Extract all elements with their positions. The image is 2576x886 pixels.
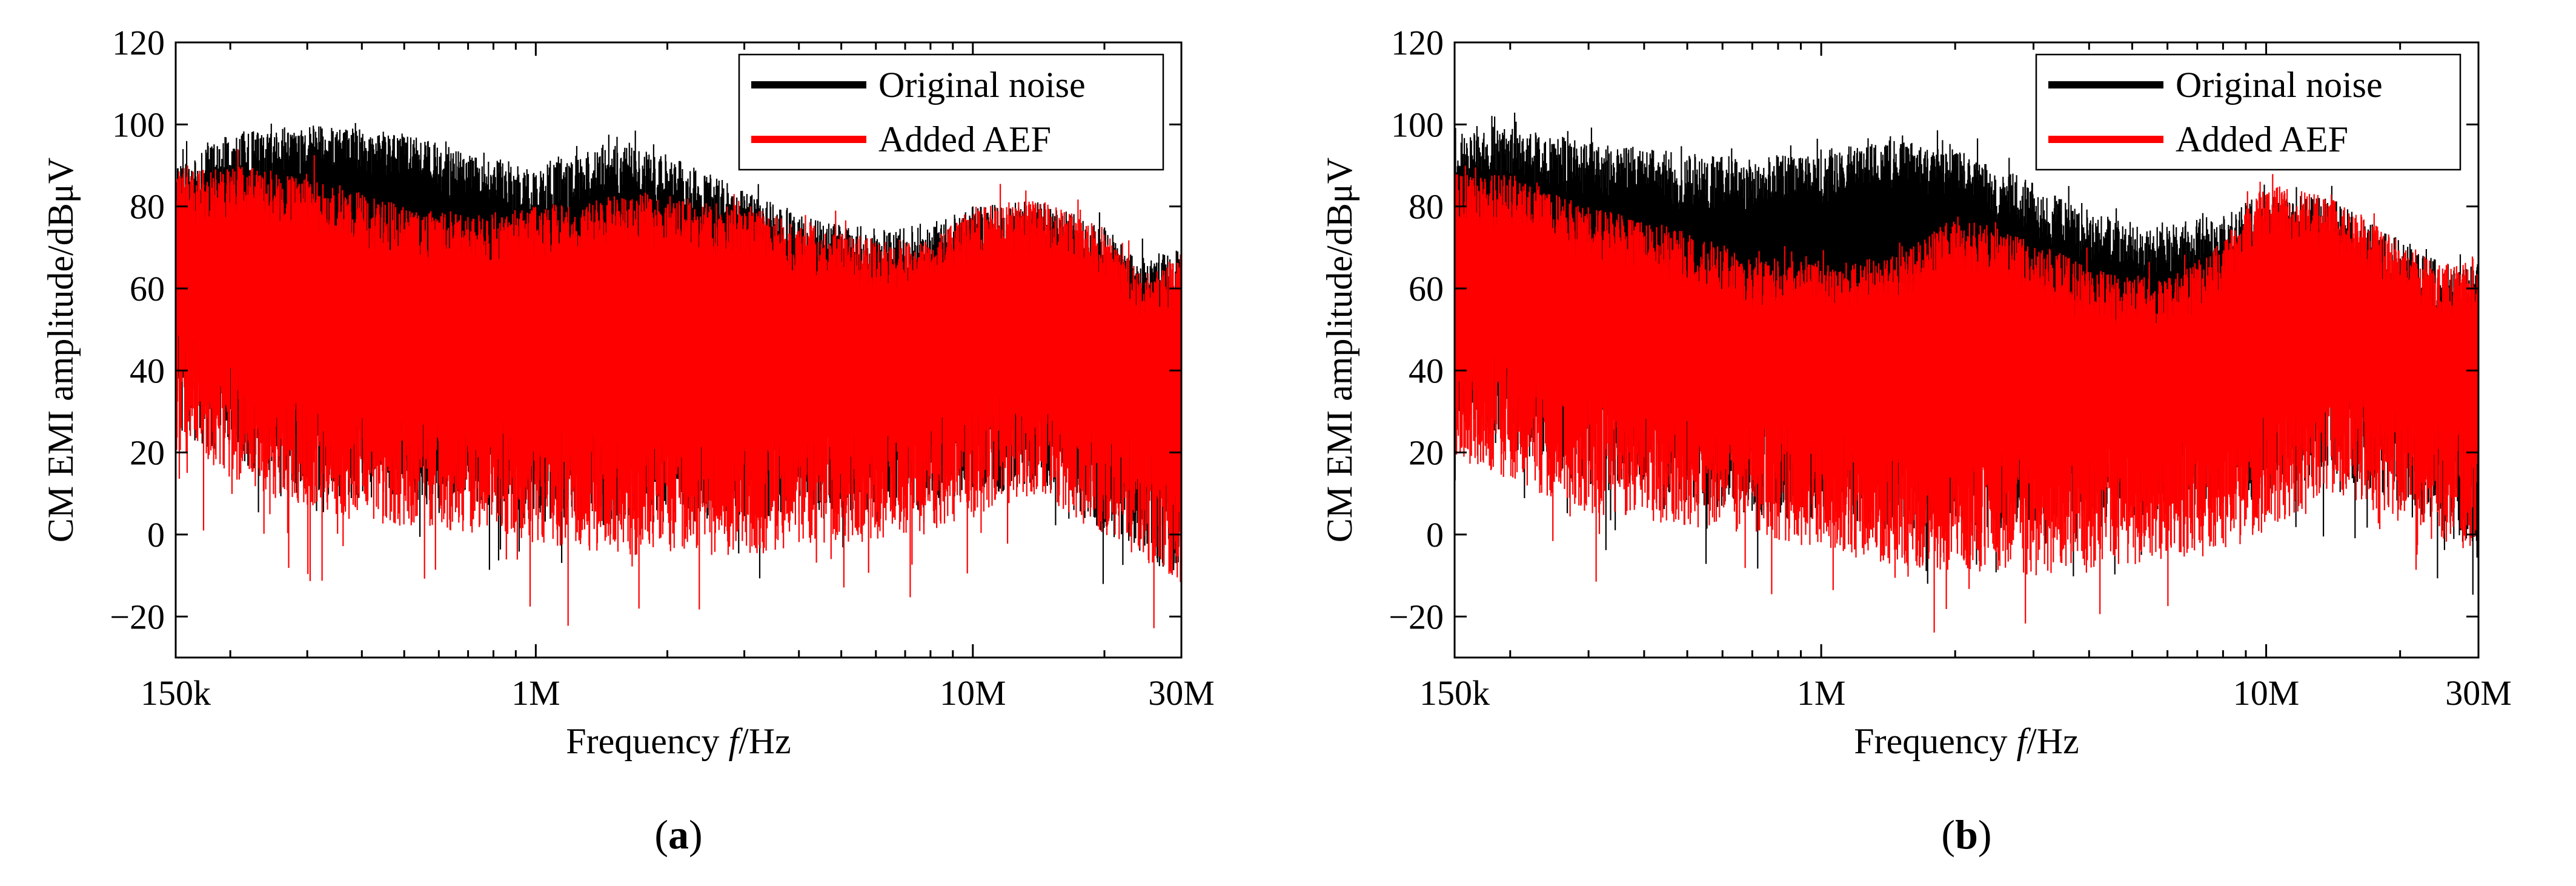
x-tick-label: 1M bbox=[511, 673, 560, 713]
series-added-aef-line bbox=[1455, 165, 2478, 633]
legend: Original noise Added AEF bbox=[738, 53, 1164, 171]
plot-area bbox=[176, 123, 1181, 628]
y-tick-label: 80 bbox=[1409, 187, 1444, 227]
legend-box bbox=[2035, 53, 2461, 171]
legend-label: Original noise bbox=[878, 65, 1086, 105]
caption-open: ( bbox=[1941, 811, 1955, 858]
y-tick-label: 60 bbox=[130, 269, 165, 308]
plot-frame bbox=[174, 41, 1183, 659]
x-tick-label: 150k bbox=[1419, 673, 1490, 713]
legend-label: Added AEF bbox=[878, 119, 1051, 159]
plot-area bbox=[1455, 112, 2478, 633]
y-axis-title: CM EMI amplitude/dBμV bbox=[41, 158, 81, 542]
panel-caption: (a) bbox=[654, 811, 702, 858]
y-axis-title: CM EMI amplitude/dBμV bbox=[1320, 158, 1359, 542]
y-tick-label: 20 bbox=[1409, 433, 1444, 473]
caption-close: ) bbox=[1978, 811, 1992, 858]
legend: Original noise Added AEF bbox=[2035, 53, 2461, 171]
y-tick-label: −20 bbox=[1389, 597, 1444, 636]
chart-panel-b: −20 0 20 40 60 80 100 120 150k 1M 10M 30M Frequency … bbox=[1288, 0, 2576, 886]
x-axis-title-prefix: Frequency bbox=[566, 721, 728, 761]
y-tick-label: −20 bbox=[110, 597, 165, 636]
x-tick-label: 1M bbox=[1797, 673, 1846, 713]
y-tick-label: 120 bbox=[1391, 23, 1444, 62]
x-axis-title: Frequency f/Hz bbox=[566, 721, 791, 761]
x-axis-title-prefix: Frequency bbox=[1854, 721, 2016, 761]
x-tick-label: 150k bbox=[141, 673, 211, 713]
y-tick-label: 0 bbox=[147, 515, 165, 555]
plot-frame bbox=[1453, 41, 2480, 659]
y-tick-label: 40 bbox=[130, 351, 165, 390]
y-tick-label: 0 bbox=[1426, 515, 1444, 555]
x-axis-title-suffix: /Hz bbox=[2027, 721, 2079, 761]
y-tick-label: 40 bbox=[1409, 351, 1444, 390]
legend-label: Added AEF bbox=[2176, 119, 2348, 159]
legend-label: Original noise bbox=[2176, 65, 2383, 105]
legend-box bbox=[738, 53, 1164, 171]
caption-close: ) bbox=[689, 811, 703, 858]
chart-panel-a: −20 0 20 40 60 80 100 120 150k 1M 10M 30M Frequency … bbox=[41, 23, 1215, 858]
caption-open: ( bbox=[654, 811, 668, 858]
y-tick-label: 100 bbox=[112, 105, 165, 144]
x-tick-label: 10M bbox=[2233, 673, 2300, 713]
y-tick-label: 100 bbox=[1391, 105, 1444, 144]
x-axis-title-suffix: /Hz bbox=[739, 721, 791, 761]
chart-a-svg: −20 0 20 40 60 80 100 120 150k 1M 10M 30M Frequency … bbox=[41, 23, 1215, 858]
series-added-aef-line bbox=[176, 149, 1181, 628]
x-tick-label: 30M bbox=[1148, 673, 1215, 713]
x-axis-title: Frequency f/Hz bbox=[1854, 721, 2079, 761]
y-tick-label: 120 bbox=[112, 23, 165, 62]
y-tick-label: 60 bbox=[1409, 269, 1444, 308]
panel-caption: (b) bbox=[1941, 811, 1991, 858]
caption-letter: b bbox=[1955, 811, 1978, 858]
x-tick-label: 10M bbox=[940, 673, 1006, 713]
chart-b-svg: −20 0 20 40 60 80 100 120 150k 1M 10M 30M Frequency … bbox=[1320, 23, 2512, 858]
y-tick-label: 20 bbox=[130, 433, 165, 473]
y-tick-label: 80 bbox=[130, 187, 165, 227]
x-tick-label: 30M bbox=[2445, 673, 2512, 713]
caption-letter: a bbox=[668, 811, 689, 858]
